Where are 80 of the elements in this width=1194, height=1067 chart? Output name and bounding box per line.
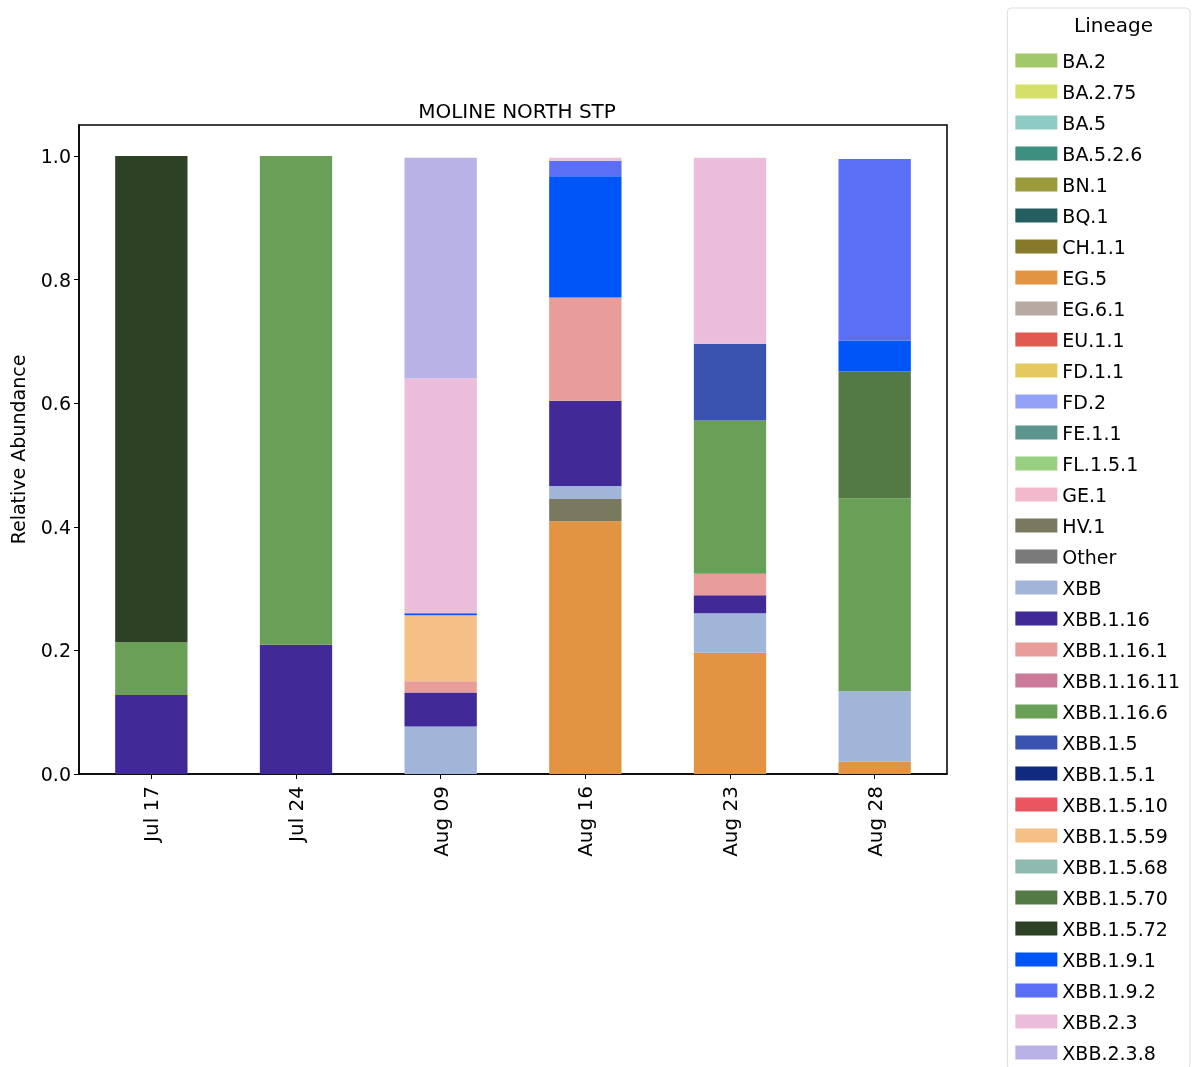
legend-label: XBB.1.5.1 (1062, 762, 1156, 785)
bar (404, 378, 477, 614)
y-tick-label: 0.2 (40, 639, 71, 662)
legend-label: BA.5.2.6 (1062, 142, 1143, 165)
legend-label: FD.2 (1062, 390, 1107, 413)
legend-label: Other (1062, 545, 1117, 568)
legend-label: XBB.1.16 (1062, 607, 1150, 630)
bar (404, 726, 477, 774)
bar (549, 160, 622, 177)
bar (549, 400, 622, 486)
bar (115, 642, 188, 695)
legend-label: XBB.1.9.1 (1062, 948, 1156, 971)
bar (549, 521, 622, 774)
legend-label: BA.5 (1062, 111, 1107, 134)
bar (549, 176, 622, 298)
bar (693, 573, 767, 596)
legend-title: Lineage (1074, 13, 1153, 37)
bar (693, 343, 767, 421)
legend-label: BA.2 (1062, 49, 1107, 72)
legend-label: XBB.2.3 (1062, 1010, 1138, 1033)
bar (549, 297, 622, 401)
bar (549, 498, 622, 522)
legend-label: EU.1.1 (1062, 328, 1125, 351)
chart-title: MOLINE NORTH STP (418, 99, 616, 123)
x-tick-label: Jul 24 (284, 786, 308, 844)
bar (693, 613, 767, 653)
legend-label: HV.1 (1062, 514, 1106, 537)
y-tick-label: 0.4 (40, 515, 71, 538)
legend-label: XBB.1.5.70 (1062, 886, 1168, 909)
legend-label: XBB.1.5.10 (1062, 793, 1168, 816)
bar (693, 420, 767, 574)
legend-label: BQ.1 (1062, 204, 1109, 227)
legend-label: XBB.1.5 (1062, 731, 1138, 754)
bar (838, 691, 911, 762)
legend-label: XBB.2.3.8 (1062, 1041, 1156, 1064)
legend-label: XBB.1.16.11 (1062, 669, 1181, 692)
bar (549, 485, 622, 499)
bar (693, 652, 767, 774)
legend-label: XBB (1062, 576, 1102, 599)
legend-label: BA.2.75 (1062, 80, 1137, 103)
bar (404, 692, 477, 727)
legend-label: FD.1.1 (1062, 359, 1125, 382)
bar (838, 159, 911, 341)
x-tick-label: Aug 23 (718, 786, 742, 857)
legend-label: BN.1 (1062, 173, 1108, 196)
bar (838, 340, 911, 372)
y-tick-label: 0.0 (40, 763, 71, 785)
x-tick-label: Aug 09 (428, 786, 453, 857)
x-tick-label: Jul 17 (139, 786, 164, 844)
y-tick-label: 0.6 (40, 392, 71, 415)
bar (404, 681, 477, 693)
bar (259, 644, 333, 774)
bar (693, 595, 767, 614)
bar (259, 155, 333, 645)
x-tick-label: Aug 16 (573, 786, 598, 857)
y-tick-label: 1.0 (40, 144, 71, 167)
legend-label: XBB.1.5.59 (1062, 824, 1168, 847)
bar (115, 694, 188, 774)
legend-label: FE.1.1 (1062, 421, 1122, 444)
legend-label: EG.5 (1062, 266, 1108, 289)
x-tick-label: Aug 28 (862, 786, 887, 857)
bar (404, 615, 477, 682)
legend-label: EG.6.1 (1062, 297, 1126, 320)
bar (693, 157, 767, 344)
bar (838, 498, 911, 692)
legend-label: CH.1.1 (1062, 235, 1126, 258)
legend-label: XBB.1.16.6 (1062, 700, 1168, 723)
legend-label: XBB.1.16.1 (1062, 638, 1168, 661)
legend-label: XBB.1.5.68 (1062, 855, 1168, 878)
legend-label: XBB.1.5.72 (1062, 917, 1168, 940)
bar (549, 157, 622, 161)
legend-label: FL.1.5.1 (1062, 452, 1139, 475)
y-tick-label: 0.8 (40, 268, 71, 291)
bar (838, 371, 911, 499)
legend-label: GE.1 (1062, 483, 1108, 506)
bar (404, 157, 477, 379)
bar (838, 761, 911, 774)
legend-label: XBB.1.9.2 (1062, 979, 1156, 1002)
y-axis-title: Relative Abundance (6, 354, 29, 545)
bar (115, 155, 188, 643)
